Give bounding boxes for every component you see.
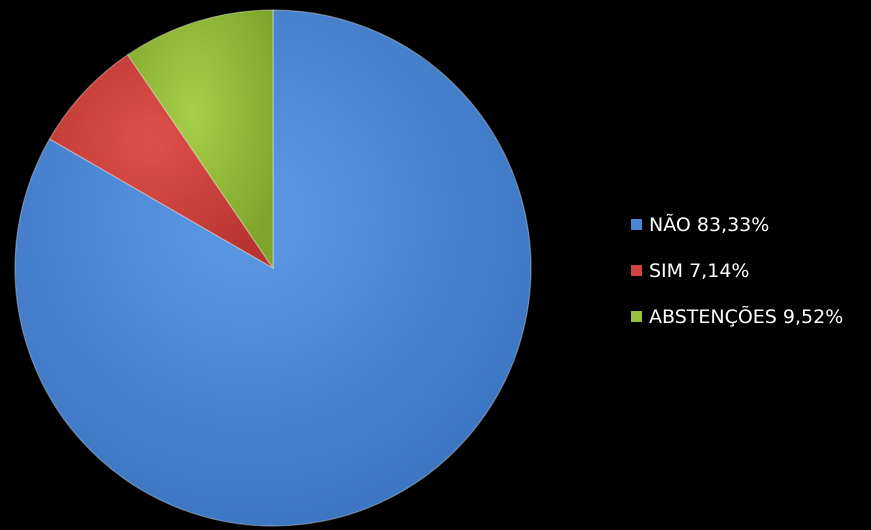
legend: NÃO 83,33% SIM 7,14% ABSTENÇÕES 9,52% <box>631 213 843 328</box>
legend-label-2: ABSTENÇÕES 9,52% <box>649 305 843 328</box>
legend-item-2: ABSTENÇÕES 9,52% <box>631 305 843 328</box>
pie-slices <box>14 9 532 527</box>
legend-item-1: SIM 7,14% <box>631 260 749 282</box>
pie-slice-0 <box>14 9 532 527</box>
legend-label-0: NÃO 83,33% <box>649 213 769 236</box>
pie-slice-2 <box>126 9 274 270</box>
legend-swatch-0 <box>631 219 642 230</box>
pie-slice-1 <box>48 53 274 269</box>
legend-item-0: NÃO 83,33% <box>631 213 769 236</box>
legend-swatch-1 <box>631 265 642 276</box>
legend-swatch-2 <box>631 311 642 322</box>
legend-label-1: SIM 7,14% <box>649 260 749 282</box>
